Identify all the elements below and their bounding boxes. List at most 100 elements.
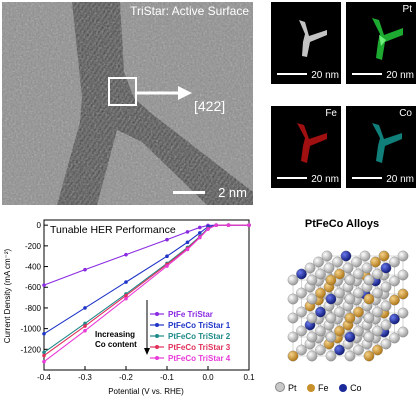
pt-atom xyxy=(325,350,337,362)
pt-atom xyxy=(342,262,354,274)
eds-map-fe: Fe 20 nm xyxy=(271,106,341,188)
pt-atom xyxy=(363,312,375,324)
fe-atom xyxy=(378,250,390,262)
alloy-title: PtFeCo Alloys xyxy=(304,218,380,230)
data-point xyxy=(226,223,231,227)
legend-marker xyxy=(155,356,159,360)
legend-marker xyxy=(155,345,159,349)
pt-atom xyxy=(296,306,307,318)
data-point xyxy=(83,267,87,272)
pt-atom xyxy=(372,325,383,337)
y-tick-label: -800 xyxy=(25,304,42,313)
x-tick-label: -0.3 xyxy=(78,373,92,382)
fe-atom xyxy=(287,350,299,362)
map-scale-label: 20 nm xyxy=(311,174,339,185)
annotation-line2: Co content xyxy=(95,340,137,349)
map-scale-label: 20 nm xyxy=(386,174,414,185)
legend-pt: Pt xyxy=(275,382,297,393)
pt-atom xyxy=(344,274,356,286)
crystal-lattice xyxy=(287,250,409,362)
legend-entry: PtFe TriStar xyxy=(168,310,213,319)
co-atom xyxy=(340,250,352,262)
co-atom xyxy=(334,344,345,356)
map-scale-bar xyxy=(352,73,382,75)
legend-entry: PtFeCo TriStar 4 xyxy=(168,354,231,363)
fe-atom xyxy=(334,268,345,280)
fe-atom xyxy=(325,274,337,286)
x-tick-label: 0.0 xyxy=(202,373,214,382)
pt-atom xyxy=(315,344,326,356)
pt-atom xyxy=(372,268,383,280)
x-tick-label: 0.1 xyxy=(243,373,255,382)
eds-map-pt: Pt 20 nm xyxy=(346,2,416,84)
map-label: Fe xyxy=(325,108,337,119)
pt-atom xyxy=(380,281,392,293)
map-scale-bar xyxy=(277,73,307,75)
pt-atom xyxy=(306,312,318,324)
data-point xyxy=(42,350,46,355)
direction-label: [422] xyxy=(194,98,226,114)
haadf-particle xyxy=(299,20,327,57)
fe-atom xyxy=(363,293,375,305)
pt-atom xyxy=(325,312,337,324)
her-chart: Tunable HER Performance -0.4 -0.3 -0.2 -0.1… xyxy=(3,219,255,396)
fe-atom xyxy=(372,344,383,356)
fe-atom xyxy=(344,312,356,324)
pt-atom xyxy=(397,307,409,319)
data-point xyxy=(83,328,87,333)
data-point xyxy=(165,264,169,268)
fe-atom xyxy=(389,294,400,306)
pt-atom xyxy=(372,287,383,299)
pt-atom xyxy=(315,268,326,280)
data-point xyxy=(124,280,128,284)
annotation-arrow-head xyxy=(144,348,150,355)
pt-atom xyxy=(351,256,362,268)
data-point xyxy=(247,223,251,227)
pt-atom xyxy=(361,262,373,274)
data-point xyxy=(83,324,87,328)
fe-atom xyxy=(315,287,326,299)
pt-atom xyxy=(389,256,400,268)
pt-atom xyxy=(344,350,356,362)
data-point xyxy=(42,353,46,358)
legend-fe: Fe xyxy=(307,383,329,393)
pt-atom xyxy=(344,293,356,305)
tem-image-panel: TriStar: Active Surface [422] 2 nm xyxy=(2,2,253,205)
map-scale-bar xyxy=(352,177,382,179)
data-point xyxy=(83,321,87,326)
pt-atom xyxy=(372,306,383,318)
tem-image xyxy=(2,2,253,205)
map-scale-label: 20 nm xyxy=(386,70,414,81)
pt-atom xyxy=(363,331,375,343)
pt-atom xyxy=(321,250,333,262)
pt-atom xyxy=(359,250,371,262)
pt-atom xyxy=(306,293,318,305)
fe-atom xyxy=(397,288,409,300)
tem-scale-bar xyxy=(173,191,205,194)
fe-atom xyxy=(363,350,375,362)
y-tick-label: 0 xyxy=(37,221,42,230)
pt-atom xyxy=(332,256,343,268)
pt-atom xyxy=(296,325,307,337)
pt-atom xyxy=(287,312,299,324)
pt-atom-icon xyxy=(275,382,285,392)
map-label: Co xyxy=(399,108,412,119)
her-chart-panel: Tunable HER Performance -0.4 -0.3 -0.2 -0.1… xyxy=(0,212,265,400)
data-point xyxy=(214,223,218,227)
pt-atom xyxy=(334,306,345,318)
chart-title: Tunable HER Performance xyxy=(50,224,176,236)
data-point xyxy=(206,227,210,231)
pt-atom xyxy=(363,274,375,286)
pt-particle xyxy=(372,18,403,60)
tem-title: TriStar: Active Surface xyxy=(130,4,249,18)
co-atom xyxy=(344,331,356,343)
fe-atom xyxy=(334,325,345,337)
y-tick-label: -600 xyxy=(25,283,42,292)
pt-atom xyxy=(287,274,299,286)
co-atom xyxy=(296,268,307,280)
eds-map-co: Co 20 nm xyxy=(346,106,416,188)
pt-atom xyxy=(296,287,307,299)
data-point xyxy=(198,225,202,230)
eds-map-haadf: 20 nm xyxy=(271,2,341,84)
fe-atom-icon xyxy=(307,384,316,392)
